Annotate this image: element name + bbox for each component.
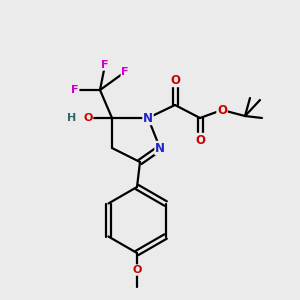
Text: N: N — [143, 112, 153, 124]
Text: F: F — [121, 67, 129, 77]
Text: O: O — [83, 113, 93, 123]
Text: O: O — [132, 265, 142, 275]
Text: O: O — [195, 134, 205, 146]
Text: O: O — [170, 74, 180, 86]
Text: H: H — [68, 113, 76, 123]
Text: F: F — [101, 60, 109, 70]
Text: O: O — [217, 103, 227, 116]
Text: F: F — [71, 85, 79, 95]
Text: N: N — [155, 142, 165, 154]
